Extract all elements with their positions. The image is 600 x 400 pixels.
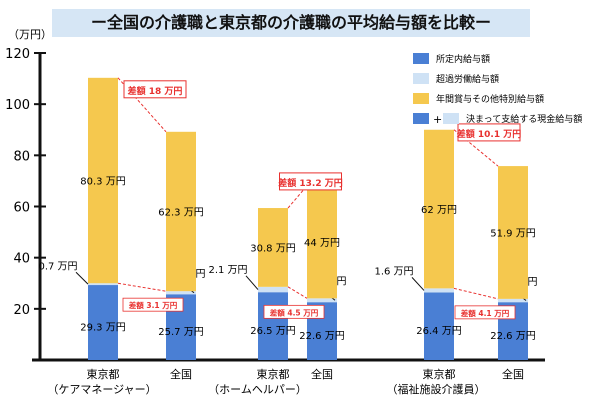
bar-segment-2 <box>88 283 118 286</box>
y-tick-label: 40 <box>13 252 30 267</box>
bar-segment-2 <box>166 291 196 295</box>
diff-base-label: 差額 4.5 万円 <box>269 307 319 317</box>
diff-base-label: 差額 3.1 万円 <box>128 300 178 310</box>
legend-label: 決まって支給する現金給与額 <box>466 113 582 125</box>
diff-box <box>279 172 342 191</box>
bar-segment-3 <box>258 208 288 287</box>
legend-label: 所定内給与額 <box>436 53 490 65</box>
diff-total-label: 差額 13.2 万円 <box>278 177 342 189</box>
leader-line <box>411 277 425 291</box>
data-label: 22.6 万円 <box>490 331 535 342</box>
bar-segment-2 <box>498 298 528 303</box>
bar-segment-3 <box>498 166 528 299</box>
bar-segment-3 <box>307 185 337 299</box>
y-axis-label: （万円） <box>8 28 52 41</box>
data-label: 2.1 万円 <box>208 265 247 276</box>
bar-segment-1 <box>424 292 454 360</box>
x-tick-label: 東京都 <box>257 367 290 381</box>
group-label: （福祉施設介護員） <box>387 382 486 396</box>
bar-segment-3 <box>166 131 196 292</box>
bar-segment-2 <box>258 286 288 293</box>
data-label: 62.3 万円 <box>158 207 203 218</box>
bar-segment-3 <box>88 77 118 284</box>
x-tick-label: 東京都 <box>423 367 456 381</box>
data-label: 0.7 万円 <box>38 261 77 272</box>
diff-line <box>287 286 308 299</box>
diff-box <box>457 123 521 142</box>
data-label: 22.6 万円 <box>299 331 344 342</box>
diff-total-label: 差額 18 万円 <box>128 85 183 97</box>
y-tick-label: 60 <box>13 201 30 216</box>
diff-total-label: 差額 10.1 万円 <box>457 128 521 140</box>
data-label: 29.3 万円 <box>80 323 125 334</box>
bar-segment-1 <box>88 285 118 360</box>
diff-base-label: 差額 4.1 万円 <box>460 308 510 318</box>
group-label: （ホームヘルパー） <box>208 383 307 396</box>
legend-label: 超過労働給与額 <box>436 73 499 85</box>
x-tick-label: 全国 <box>311 367 333 381</box>
bar-segment-3 <box>424 129 454 289</box>
bar-segment-1 <box>258 292 288 360</box>
legend-swatch <box>413 113 429 124</box>
data-label: 80.3 万円 <box>80 177 125 188</box>
diff-box <box>454 305 516 320</box>
chart-title: ー全国の介護職と東京都の介護職の平均給与額を比較ー <box>52 9 530 37</box>
y-tick-label: 120 <box>5 47 30 62</box>
diff-box <box>122 297 184 312</box>
legend-swatch <box>413 93 429 104</box>
legend-swatch <box>413 73 429 84</box>
data-label: 62 万円 <box>421 205 457 216</box>
diff-box <box>263 304 325 319</box>
data-label: 44 万円 <box>304 238 340 249</box>
x-tick-label: 全国 <box>170 367 192 381</box>
bar-segment-2 <box>424 288 454 293</box>
data-label: 1.6 万円 <box>374 266 413 277</box>
legend-label: 年間賞与その他特別給与額 <box>436 93 544 105</box>
legend-swatch <box>443 113 459 124</box>
data-label: 30.8 万円 <box>250 243 295 254</box>
data-label: 51.9 万円 <box>490 228 535 239</box>
y-tick-label: 20 <box>13 303 30 318</box>
data-label: 25.7 万円 <box>158 327 203 338</box>
diff-line <box>117 282 167 292</box>
diff-line <box>453 129 499 167</box>
diff-box <box>123 80 187 99</box>
group-label: （ケアマネージャー） <box>47 383 156 396</box>
bar-segment-2 <box>307 298 337 303</box>
diff-line <box>453 287 499 300</box>
data-label: 26.4 万円 <box>416 326 461 337</box>
leader-line <box>245 275 259 290</box>
legend-plus: + <box>433 113 442 126</box>
legend-swatch <box>413 53 429 64</box>
x-tick-label: 全国 <box>502 367 524 381</box>
y-tick-label: 80 <box>13 149 30 164</box>
leader-line <box>75 271 89 285</box>
x-tick-label: 東京都 <box>87 367 120 381</box>
data-label: 26.5 万円 <box>250 326 295 337</box>
y-tick-label: 100 <box>5 98 30 113</box>
